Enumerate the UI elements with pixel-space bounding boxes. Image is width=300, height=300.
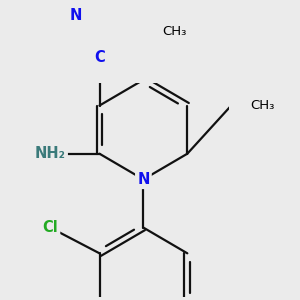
Text: N: N bbox=[70, 8, 82, 23]
Text: NH₂: NH₂ bbox=[35, 146, 66, 161]
Text: CH₃: CH₃ bbox=[162, 25, 187, 38]
Text: Cl: Cl bbox=[42, 220, 58, 235]
Text: CH₃: CH₃ bbox=[250, 99, 274, 112]
Text: C: C bbox=[94, 50, 105, 65]
Text: N: N bbox=[137, 172, 150, 187]
